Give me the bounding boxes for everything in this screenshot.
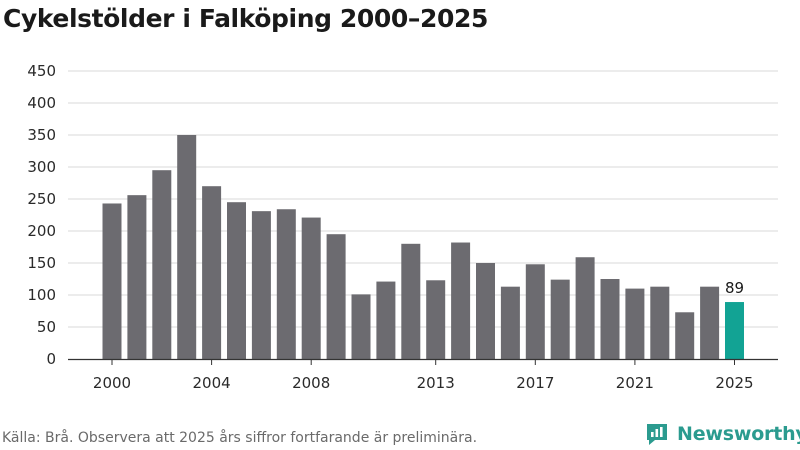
bars [102,135,744,359]
y-tick-label: 250 [27,190,56,208]
y-tick-label: 400 [27,94,56,112]
x-tick-label: 2025 [715,374,753,392]
bar-2019 [575,257,595,359]
x-tick-label: 2004 [193,374,231,392]
bar-2011 [376,281,396,359]
bar-2014 [451,242,471,359]
bar-2007 [276,209,296,359]
x-axis-ticks: 2000 2004 2008 2013 2017 2021 2025 [93,359,754,392]
y-tick-label: 150 [27,254,56,272]
bar-2010 [351,294,371,359]
data-label-highlight: 89 [725,279,744,297]
bar-chart: 0 50 100 150 200 250 300 350 400 450 2000 2004 2008… [27,62,778,392]
x-tick-label: 2013 [417,374,455,392]
bar-2001 [127,195,147,359]
x-tick-label: 2021 [616,374,654,392]
y-tick-label: 350 [27,126,56,144]
bar-2018 [550,279,570,359]
bar-2013 [426,280,446,359]
bar-2015 [476,263,495,359]
y-tick-label: 50 [37,318,56,336]
x-tick-label: 2008 [292,374,330,392]
bar-2025 [725,302,744,359]
bar-2000 [102,203,122,359]
bar-2008 [301,217,321,359]
bar-2017 [525,264,545,359]
bar-2022 [650,286,670,359]
bar-2016 [500,286,520,359]
y-tick-label: 100 [27,286,56,304]
gridlines [68,70,778,328]
y-tick-label: 200 [27,222,56,240]
newsworthy-logo-icon [647,424,667,445]
bar-2002 [152,170,172,359]
y-tick-label: 0 [46,350,56,368]
bar-2004 [202,186,222,359]
brand-name: Newsworthy [677,423,800,445]
bar-2006 [251,211,271,359]
y-tick-label: 450 [27,62,56,80]
chart-title: Cykelstölder i Falköping 2000–2025 [3,4,488,33]
bar-2023 [675,312,695,359]
x-tick-label: 2000 [93,374,131,392]
bar-2024 [700,286,720,359]
bar-2009 [326,234,346,359]
bar-2003 [177,135,197,359]
y-axis-ticks: 0 50 100 150 200 250 300 350 400 450 [27,62,56,368]
bar-2012 [401,243,421,359]
bar-2021 [625,288,645,359]
brand-logo: Newsworthy [644,420,800,448]
data-labels: 89 [725,279,744,297]
bar-2020 [600,279,620,359]
source-note: Källa: Brå. Observera att 2025 års siffr… [2,430,478,446]
x-tick-label: 2017 [516,374,554,392]
y-tick-label: 300 [27,158,56,176]
bar-2005 [227,202,246,359]
